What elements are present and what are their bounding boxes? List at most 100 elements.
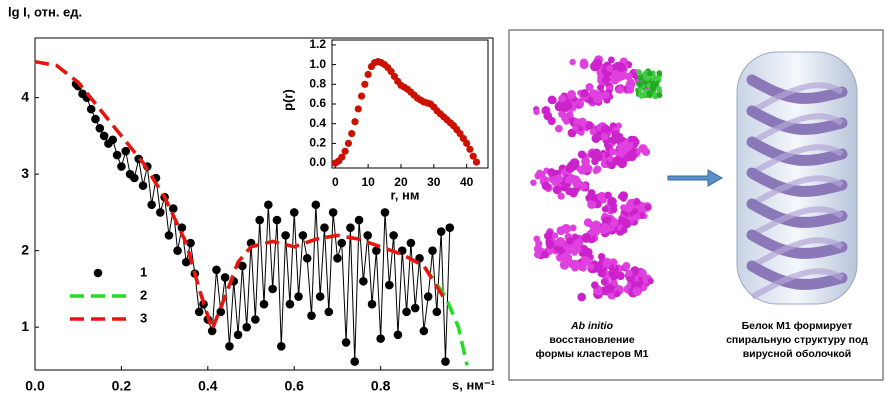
y-tick-label: 1.0: [309, 57, 326, 71]
point: [225, 341, 234, 351]
x-tick-label: 0.2: [112, 378, 132, 394]
atom: [602, 91, 610, 99]
x-tick-label: 30: [427, 175, 441, 189]
atom: [600, 223, 611, 234]
point: [337, 238, 347, 248]
y-axis-label: lg I, отн. ед.: [8, 4, 82, 19]
x-tick-label: 0: [332, 175, 339, 189]
atom: [620, 217, 628, 225]
helix: [746, 74, 848, 300]
point: [302, 254, 312, 263]
point: [380, 208, 390, 217]
point: [164, 231, 174, 240]
atom: [616, 62, 626, 73]
x-tick-label: 0.4: [198, 378, 218, 394]
point: [393, 330, 403, 340]
atom: [583, 247, 593, 257]
y-tick-label: 4: [21, 88, 29, 104]
legend-label: 3: [140, 310, 147, 325]
atom: [629, 151, 638, 160]
atom: [541, 176, 549, 184]
atom: [577, 100, 584, 107]
atom: [632, 286, 642, 297]
point: [238, 261, 247, 271]
atom: [565, 102, 573, 109]
x-tick-label: 20: [394, 175, 408, 189]
atom: [625, 269, 633, 277]
atom: [611, 130, 620, 139]
atom: [620, 226, 628, 234]
atom: [624, 201, 635, 212]
coil-back: [750, 144, 844, 176]
atom: [609, 271, 619, 281]
point: [276, 341, 286, 351]
atom: [530, 179, 537, 186]
atom: [590, 281, 599, 290]
atom: [602, 77, 609, 84]
point: [173, 246, 182, 255]
coil-back: [750, 113, 844, 145]
legend-label: 2: [140, 287, 147, 302]
coil: [746, 105, 848, 135]
atom: [637, 81, 643, 88]
atom: [580, 89, 589, 98]
atom: [644, 204, 651, 211]
atom: [607, 196, 617, 207]
x-tick-label: 0.8: [371, 378, 391, 394]
atom: [596, 83, 605, 92]
atom: [585, 83, 594, 92]
point: [469, 152, 477, 160]
atom: [646, 90, 653, 97]
atom: [636, 71, 643, 77]
atom: [533, 108, 540, 116]
point: [294, 292, 303, 301]
atom: [638, 93, 645, 99]
atom: [538, 171, 546, 178]
coil-back: [750, 175, 844, 207]
atom: [549, 96, 557, 105]
atom: [580, 162, 591, 173]
atom: [618, 149, 626, 157]
atom: [543, 183, 551, 190]
caption: Белок М1 формирует: [742, 320, 853, 332]
atom: [591, 220, 601, 229]
point: [285, 299, 295, 309]
x-tick-label: 0.6: [285, 378, 305, 394]
point: [350, 357, 360, 366]
point: [177, 223, 187, 233]
atom: [656, 85, 662, 92]
y-tick-label: 2: [21, 241, 29, 257]
y-tick-label: 0.2: [309, 136, 326, 150]
point: [138, 181, 148, 190]
point: [156, 208, 165, 217]
atom: [557, 192, 565, 200]
point: [333, 254, 342, 263]
point: [181, 257, 191, 267]
inset-y-label: p(r): [280, 89, 295, 111]
point: [376, 334, 385, 343]
atom: [616, 271, 625, 281]
point: [216, 307, 226, 317]
atom: [638, 268, 647, 278]
point: [364, 70, 372, 79]
point: [341, 147, 349, 155]
atom: [620, 195, 627, 202]
atom: [587, 200, 597, 209]
point: [86, 104, 96, 114]
coil-back: [750, 268, 844, 300]
point: [220, 273, 230, 282]
point: [281, 231, 290, 240]
point: [147, 200, 156, 210]
point: [415, 254, 424, 263]
point: [194, 307, 204, 317]
point: [385, 280, 394, 290]
atom: [607, 155, 615, 163]
point: [402, 307, 411, 317]
point: [428, 246, 437, 255]
atom: [555, 236, 566, 247]
atom: [577, 117, 587, 127]
point: [242, 322, 252, 332]
atom: [555, 124, 563, 133]
coil: [746, 229, 848, 259]
atom: [565, 237, 574, 245]
